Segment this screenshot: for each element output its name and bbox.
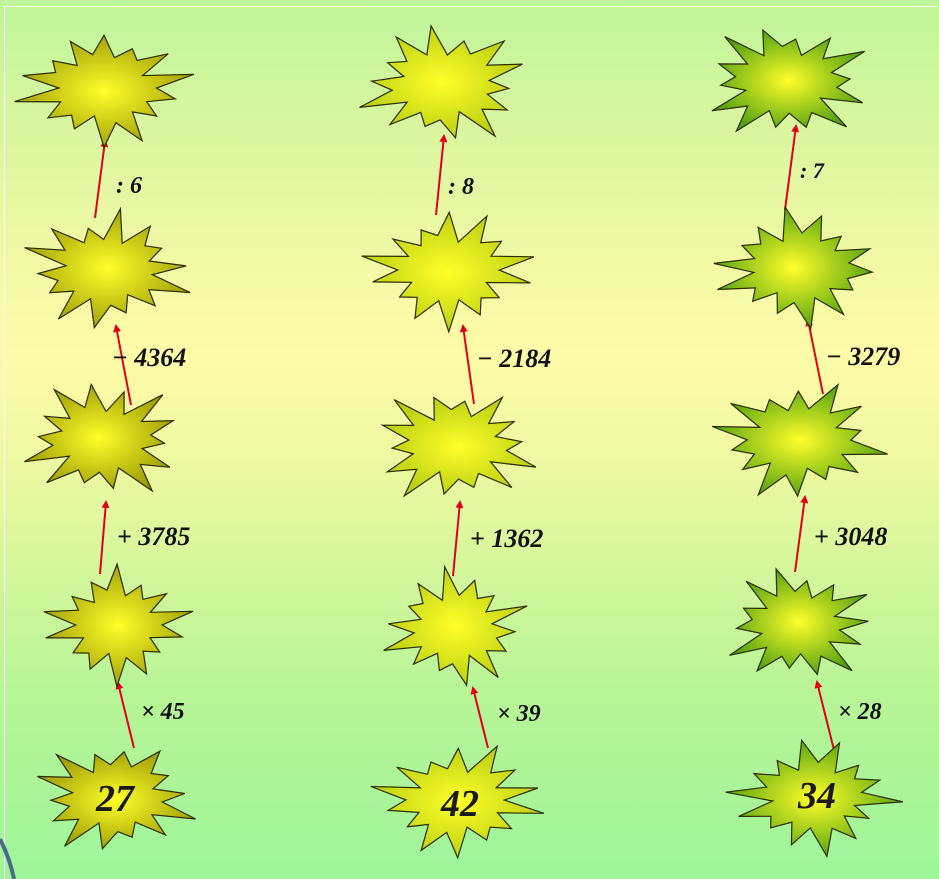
starburst-col1-after-subtract [24, 206, 191, 330]
arrow-col2-subtract [459, 324, 475, 405]
op-col1-add: + 3785 [117, 522, 191, 551]
op-col1-multiply: × 45 [141, 699, 185, 725]
arrow-col3-subtract [805, 318, 824, 395]
corner-decoration [0, 838, 16, 879]
starburst-col1-start [37, 749, 196, 851]
arrow-col2-add [452, 500, 464, 577]
starburst-col2-start [370, 744, 545, 860]
starburst-col2-result [359, 24, 523, 140]
op-col2-subtract: − 2184 [477, 344, 552, 373]
op-col3-add: + 3048 [814, 522, 888, 551]
starburst-col1-after-multiply [43, 562, 194, 689]
starburst-col3-result [711, 28, 866, 133]
arrow-col1-add [99, 500, 110, 575]
op-col1-subtract: − 4364 [112, 343, 187, 372]
op-col2-divide: : 8 [448, 174, 474, 200]
start-number-col2: 42 [441, 783, 479, 825]
arrow-col3-divide [784, 124, 800, 211]
starburst-col1-after-add [24, 383, 176, 493]
arrow-col3-multiply [814, 680, 835, 751]
arrow-col3-add [794, 495, 809, 573]
starburst-col3-after-add [711, 383, 888, 498]
starburst-col2-after-subtract [361, 210, 535, 334]
op-col2-add: + 1362 [470, 524, 544, 553]
arrow-col2-multiply [470, 686, 489, 749]
arrow-col1-subtract [113, 324, 132, 406]
op-col3-multiply: × 28 [838, 699, 882, 725]
start-number-col1: 27 [96, 778, 134, 820]
op-col2-multiply: × 39 [497, 701, 541, 727]
starburst-col3-after-subtract [713, 205, 875, 330]
arrow-col1-divide [94, 139, 109, 219]
starburst-col1-result [14, 34, 195, 149]
starburst-col3-after-multiply [729, 567, 869, 676]
starburst-col2-after-add [380, 395, 537, 498]
op-col3-subtract: − 3279 [826, 342, 901, 371]
start-number-col3: 34 [798, 775, 836, 817]
arrow-col2-divide [435, 134, 448, 216]
op-col1-divide: : 6 [116, 173, 142, 199]
arrow-col1-multiply [115, 681, 135, 749]
op-col3-divide: : 7 [800, 158, 824, 183]
starburst-col3-start [725, 738, 904, 859]
starburst-col2-after-multiply [383, 564, 528, 687]
